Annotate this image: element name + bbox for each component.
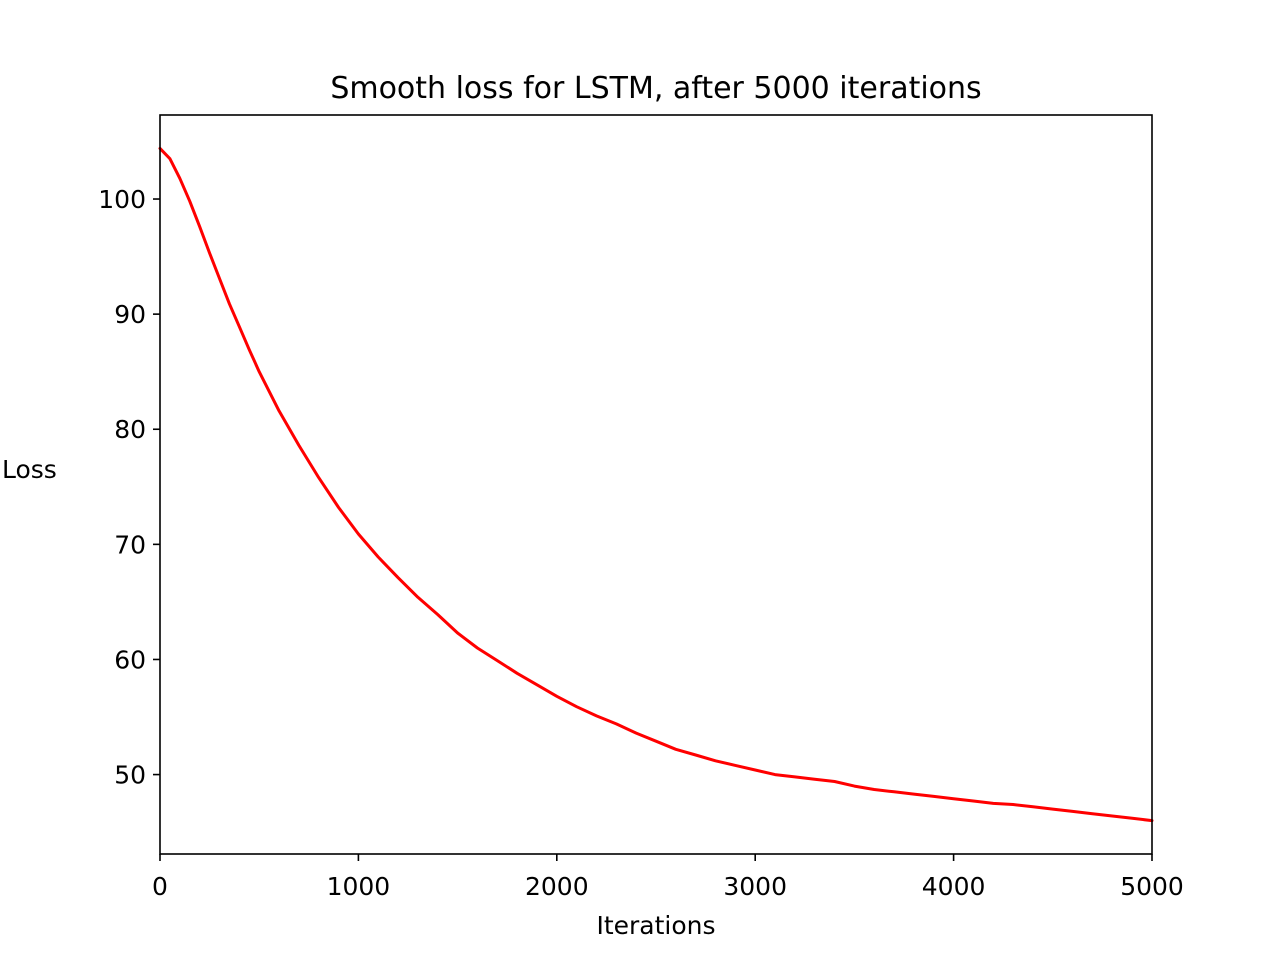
y-axis-ticks: 50 60 70 80 90 100	[98, 185, 160, 790]
chart-title: Smooth loss for LSTM, after 5000 iterati…	[330, 71, 981, 106]
x-tick-label: 1000	[327, 872, 391, 901]
x-tick-label: 2000	[525, 872, 589, 901]
y-tick-label: 90	[114, 300, 146, 329]
y-axis-label: Loss	[2, 455, 57, 484]
plot-background	[160, 115, 1152, 854]
x-tick-label: 3000	[723, 872, 787, 901]
plot-area	[160, 115, 1152, 854]
x-axis-label: Iterations	[596, 911, 715, 940]
y-tick-label: 80	[114, 415, 146, 444]
plot-frame	[159, 114, 1153, 855]
y-tick-label: 100	[98, 185, 146, 214]
x-tick-label: 4000	[922, 872, 986, 901]
y-tick-label: 70	[114, 530, 146, 559]
loss-series-line	[158, 146, 1154, 823]
x-tick-label: 5000	[1120, 872, 1184, 901]
series-layer	[158, 146, 1154, 823]
x-tick-label: 0	[152, 872, 168, 901]
y-tick-label: 50	[114, 761, 146, 790]
y-tick-label: 60	[114, 645, 146, 674]
x-axis-ticks: 0 1000 2000 3000 4000 5000	[152, 854, 1184, 901]
